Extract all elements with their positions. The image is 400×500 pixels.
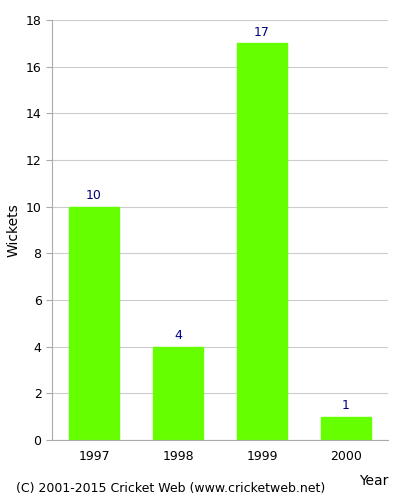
Bar xyxy=(321,416,371,440)
Text: 1: 1 xyxy=(342,399,350,412)
Y-axis label: Wickets: Wickets xyxy=(6,203,20,257)
Text: (C) 2001-2015 Cricket Web (www.cricketweb.net): (C) 2001-2015 Cricket Web (www.cricketwe… xyxy=(16,482,325,495)
Text: Year: Year xyxy=(359,474,388,488)
Text: 4: 4 xyxy=(174,329,182,342)
Text: 17: 17 xyxy=(254,26,270,38)
Bar xyxy=(237,44,287,440)
Bar xyxy=(69,206,119,440)
Bar xyxy=(153,346,203,440)
Text: 10: 10 xyxy=(86,189,102,202)
